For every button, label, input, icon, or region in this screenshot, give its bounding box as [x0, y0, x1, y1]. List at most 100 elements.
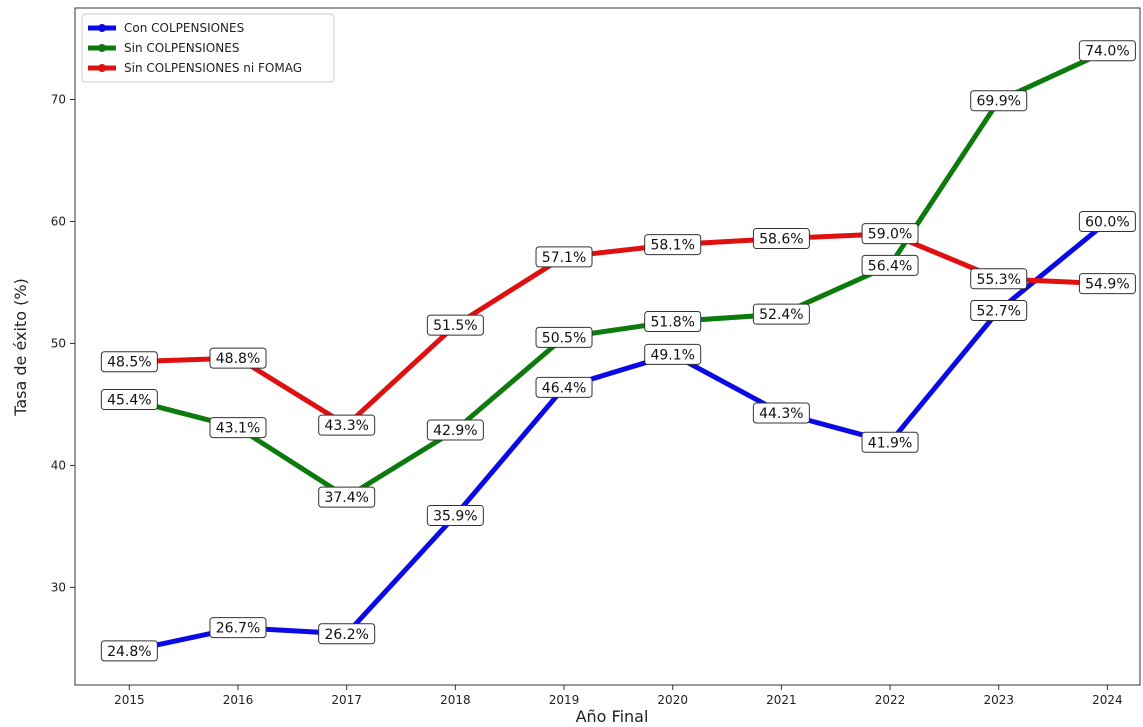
data-label-box — [1078, 40, 1136, 62]
data-label-box — [970, 268, 1028, 290]
data-label-box — [100, 640, 158, 662]
legend-swatch-marker — [98, 24, 106, 32]
plot-area — [74, 7, 1141, 686]
data-label-box — [970, 300, 1028, 322]
data-label-text: 42.9% — [433, 423, 477, 439]
data-label: 52.7% — [970, 300, 1028, 322]
x-tick-label: 2017 — [331, 693, 362, 707]
data-label-box — [535, 246, 593, 268]
legend-item: Sin COLPENSIONES ni FOMAG — [88, 61, 302, 75]
data-label-box — [318, 486, 376, 508]
legend-box — [81, 13, 335, 83]
data-label: 74.0% — [1078, 40, 1136, 62]
data-label-text: 55.3% — [976, 272, 1020, 288]
data-label: 69.9% — [970, 90, 1028, 112]
data-label-text: 56.4% — [868, 258, 912, 274]
data-label: 54.9% — [1078, 273, 1136, 295]
data-label: 57.1% — [535, 246, 593, 268]
series-line-2 — [126, 231, 1110, 428]
legend: Con COLPENSIONES Sin COLPENSIONES Sin COLP… — [81, 13, 335, 83]
x-tick-label: 2021 — [766, 693, 797, 707]
data-label: 50.5% — [535, 326, 593, 348]
legend-item: Con COLPENSIONES — [88, 21, 244, 35]
data-label-box — [535, 326, 593, 348]
y-tick-label: 30 — [51, 580, 66, 594]
data-label: 44.3% — [752, 402, 810, 424]
x-tick-label: 2016 — [223, 693, 254, 707]
data-label: 45.4% — [100, 389, 158, 411]
data-label: 52.4% — [752, 303, 810, 325]
y-tick-label: 70 — [51, 92, 66, 106]
data-label-box — [644, 343, 702, 365]
data-label-box — [644, 310, 702, 332]
data-label: 24.8% — [100, 640, 158, 662]
data-label-box — [209, 417, 267, 439]
legend-swatch-marker — [98, 44, 106, 52]
data-label-text: 48.8% — [216, 351, 260, 367]
data-label-text: 51.5% — [433, 318, 477, 334]
data-label: 48.8% — [209, 347, 267, 369]
data-label-text: 43.3% — [324, 418, 368, 434]
x-axis-title: Año Final — [576, 707, 649, 726]
legend-item: Sin COLPENSIONES — [88, 41, 239, 55]
x-tick-label: 2022 — [875, 693, 906, 707]
x-tick-label: 2015 — [114, 693, 145, 707]
data-label-text: 43.1% — [216, 421, 260, 437]
data-label: 41.9% — [861, 431, 919, 453]
data-label-box — [1078, 273, 1136, 295]
data-label-box — [426, 504, 484, 526]
legend-label: Sin COLPENSIONES ni FOMAG — [124, 61, 302, 75]
y-axis: 30 40 50 60 70 — [51, 92, 75, 594]
data-label: 35.9% — [426, 504, 484, 526]
legend-label: Sin COLPENSIONES — [124, 41, 239, 55]
y-tick-label: 40 — [51, 458, 66, 472]
data-label-box — [100, 389, 158, 411]
data-label-text: 58.1% — [650, 238, 694, 254]
data-label-box — [426, 419, 484, 441]
data-label-box — [1078, 210, 1136, 232]
y-axis-title: Tasa de éxito (%) — [11, 278, 30, 417]
data-label-text: 69.9% — [976, 94, 1020, 110]
data-label: 56.4% — [861, 254, 919, 276]
data-label-text: 50.5% — [542, 330, 586, 346]
data-label: 43.3% — [318, 414, 376, 436]
data-label-text: 46.4% — [542, 380, 586, 396]
x-tick-label: 2019 — [549, 693, 580, 707]
data-label-text: 41.9% — [868, 435, 912, 451]
data-label-text: 51.8% — [650, 314, 694, 330]
legend-label: Con COLPENSIONES — [124, 21, 244, 35]
data-label-text: 26.7% — [216, 621, 260, 637]
data-label: 59.0% — [861, 223, 919, 245]
data-label: 26.7% — [209, 617, 267, 639]
data-label: 58.6% — [752, 228, 810, 250]
x-tick-label: 2020 — [657, 693, 688, 707]
data-label: 55.3% — [970, 268, 1028, 290]
data-label-text: 54.9% — [1085, 277, 1129, 293]
x-tick-label: 2018 — [440, 693, 471, 707]
data-label: 60.0% — [1078, 210, 1136, 232]
data-label-text: 58.6% — [759, 232, 803, 248]
data-label: 46.4% — [535, 376, 593, 398]
x-tick-label: 2024 — [1092, 693, 1123, 707]
data-label: 48.5% — [100, 351, 158, 373]
data-label-box — [100, 351, 158, 373]
data-label: 51.5% — [426, 314, 484, 336]
data-label-box — [318, 623, 376, 645]
data-label-box — [426, 314, 484, 336]
data-label-box — [209, 617, 267, 639]
data-label-text: 26.2% — [324, 627, 368, 643]
y-tick-label: 50 — [51, 336, 66, 350]
data-label-text: 59.0% — [868, 227, 912, 243]
data-label-text: 37.4% — [324, 490, 368, 506]
x-axis: 2015 2016 2017 2018 2019 2020 2021 2022 2023 2024 — [114, 685, 1123, 707]
data-label-box — [318, 414, 376, 436]
data-label-box — [861, 431, 919, 453]
data-label-text: 57.1% — [542, 250, 586, 266]
data-label-text: 24.8% — [107, 644, 151, 660]
data-label: 58.1% — [644, 234, 702, 256]
y-tick-label: 60 — [51, 214, 66, 228]
data-label: 37.4% — [318, 486, 376, 508]
data-label-text: 35.9% — [433, 508, 477, 524]
data-label-box — [644, 234, 702, 256]
